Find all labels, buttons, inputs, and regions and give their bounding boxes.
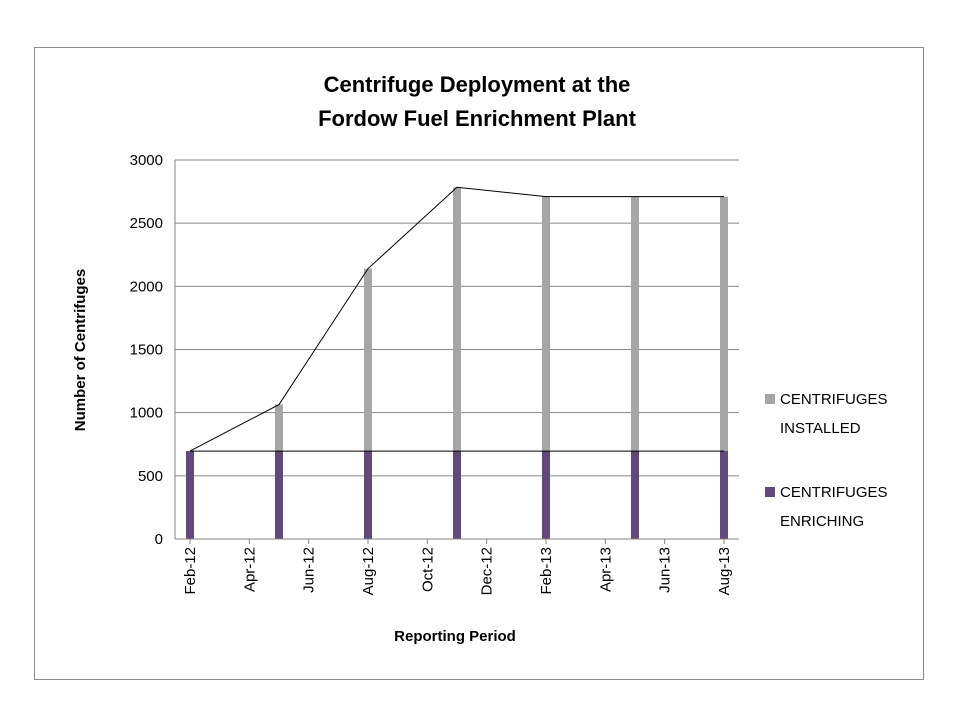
y-tick-label: 2500 <box>130 215 163 232</box>
legend-swatch-enriching <box>765 487 775 497</box>
y-tick-label: 1000 <box>130 405 163 422</box>
x-tick-label: Feb-12 <box>182 547 199 595</box>
x-tick-label: Aug-12 <box>360 547 377 595</box>
y-axis-title: Number of Centrifuges <box>72 269 89 432</box>
x-axis-title: Reporting Period <box>394 628 516 645</box>
bar-enriching <box>631 451 639 539</box>
bar-enriching <box>453 451 461 539</box>
bar-installed <box>720 196 728 540</box>
y-axis: 0 500 1000 1500 2000 2500 3000 <box>130 152 176 548</box>
legend-label-enriching: CENTRIFUGES <box>780 484 888 501</box>
series-line-installed <box>189 186 724 452</box>
x-tick-label: Aug-13 <box>716 547 733 595</box>
bar-installed <box>631 196 639 540</box>
series-lines <box>189 186 724 452</box>
legend-label-enriching-line-2: ENRICHING <box>780 513 864 530</box>
x-tick-label: Apr-12 <box>241 547 258 592</box>
bar-enriching <box>542 451 550 539</box>
x-tick-label: Jun-13 <box>657 547 674 593</box>
bar-installed <box>542 196 550 540</box>
bar-enriching <box>275 451 283 539</box>
chart-area: Centrifuge Deployment at the Fordow Fuel… <box>34 47 924 680</box>
bar-installed <box>364 268 372 539</box>
x-tick-label: Oct-12 <box>419 547 436 592</box>
y-tick-label: 500 <box>138 468 163 485</box>
chart-title-line-1: Centrifuge Deployment at the <box>324 72 631 97</box>
legend-swatch-installed <box>765 394 775 404</box>
x-tick-label: Feb-13 <box>538 547 555 595</box>
y-tick-label: 2000 <box>130 278 163 295</box>
bar-enriching <box>364 451 372 539</box>
legend-label-installed-line-2: INSTALLED <box>780 420 861 437</box>
chart-title-line-2: Fordow Fuel Enrichment Plant <box>318 106 636 131</box>
legend-label-installed: CENTRIFUGES <box>780 391 888 408</box>
y-tick-label: 1500 <box>130 342 163 359</box>
x-tick-label: Jun-12 <box>301 547 318 593</box>
x-tick-label: Apr-13 <box>597 547 614 592</box>
bar-installed <box>453 187 461 539</box>
bar-enriching <box>186 451 194 539</box>
legend: CENTRIFUGES INSTALLED CENTRIFUGES ENRICH… <box>765 391 888 530</box>
bars <box>186 187 728 540</box>
y-tick-label: 0 <box>155 531 163 548</box>
chart-svg: Centrifuge Deployment at the Fordow Fuel… <box>72 72 888 645</box>
x-axis: Feb-12 Apr-12 Jun-12 Aug-12 Oct-12 Dec-12 Feb-… <box>175 538 739 595</box>
y-tick-label: 3000 <box>130 152 163 169</box>
x-tick-label: Dec-12 <box>479 547 496 595</box>
bar-enriching <box>720 451 728 539</box>
